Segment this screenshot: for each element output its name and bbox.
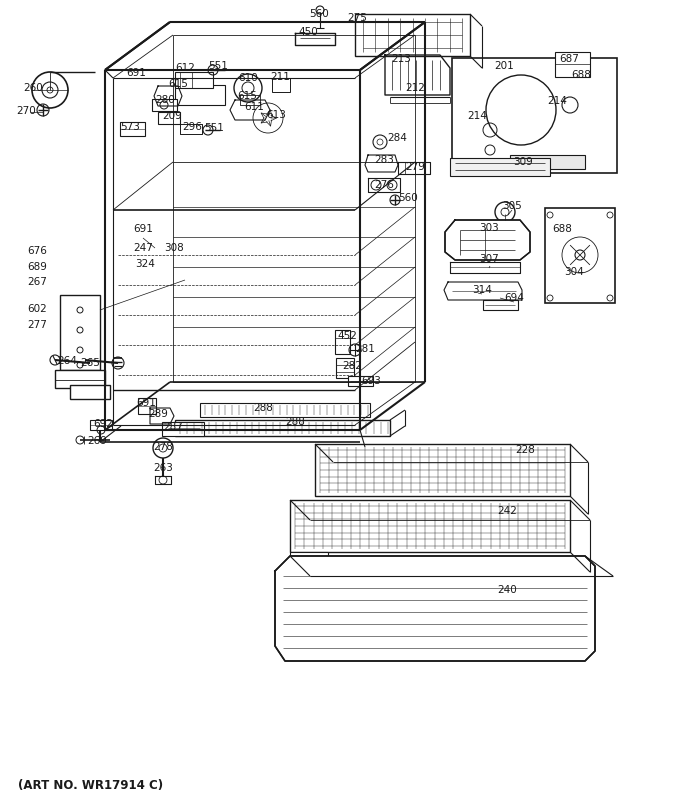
Text: 551: 551 xyxy=(208,61,228,71)
Text: 211: 211 xyxy=(270,72,290,82)
Text: 689: 689 xyxy=(27,262,47,272)
Text: 304: 304 xyxy=(564,267,584,277)
Text: 694: 694 xyxy=(504,293,524,303)
Text: 602: 602 xyxy=(27,304,47,314)
Bar xyxy=(452,58,617,173)
Text: 615: 615 xyxy=(168,79,188,89)
Bar xyxy=(290,552,328,562)
Text: 308: 308 xyxy=(164,243,184,253)
Bar xyxy=(315,444,570,496)
Text: 270: 270 xyxy=(16,106,36,116)
Bar xyxy=(60,295,100,370)
Text: 278: 278 xyxy=(153,442,173,452)
Polygon shape xyxy=(445,220,530,260)
Text: 324: 324 xyxy=(135,259,155,269)
Bar xyxy=(55,370,105,388)
Text: 265: 265 xyxy=(80,358,100,368)
Bar xyxy=(510,155,585,169)
Text: 267: 267 xyxy=(27,277,47,287)
Text: 303: 303 xyxy=(479,223,499,233)
Text: 276: 276 xyxy=(374,180,394,190)
Text: 263: 263 xyxy=(153,463,173,473)
Text: 288: 288 xyxy=(285,417,305,427)
Bar xyxy=(335,330,350,354)
Bar xyxy=(120,122,145,136)
Text: 277: 277 xyxy=(27,320,47,330)
Text: 214: 214 xyxy=(547,96,567,106)
Text: 691: 691 xyxy=(133,224,153,234)
Bar xyxy=(450,158,550,176)
Bar xyxy=(175,420,390,436)
Text: 305: 305 xyxy=(502,201,522,211)
Bar xyxy=(152,99,177,111)
Text: 560: 560 xyxy=(398,193,418,203)
Text: 296: 296 xyxy=(182,122,202,132)
Text: 275: 275 xyxy=(347,13,367,23)
Text: 282: 282 xyxy=(342,361,362,371)
Text: 314: 314 xyxy=(472,285,492,295)
Text: 309: 309 xyxy=(513,157,533,167)
Text: 688: 688 xyxy=(552,224,572,234)
Bar xyxy=(175,72,213,88)
Bar xyxy=(138,398,156,414)
Text: 240: 240 xyxy=(497,585,517,595)
Bar xyxy=(175,85,225,105)
Text: 615: 615 xyxy=(237,91,257,101)
Text: 691: 691 xyxy=(136,398,156,408)
Text: 289: 289 xyxy=(148,409,168,419)
Bar xyxy=(290,500,570,552)
Text: 279: 279 xyxy=(405,162,425,172)
Text: 281: 281 xyxy=(355,344,375,354)
Text: 287: 287 xyxy=(163,422,183,432)
Text: 452: 452 xyxy=(337,331,357,341)
Text: 242: 242 xyxy=(497,506,517,516)
Text: (ART NO. WR17914 C): (ART NO. WR17914 C) xyxy=(18,779,163,791)
Bar xyxy=(70,385,110,399)
Text: 201: 201 xyxy=(494,61,514,71)
Bar xyxy=(483,300,518,310)
Bar xyxy=(162,422,204,436)
Text: 212: 212 xyxy=(405,83,425,93)
Text: 228: 228 xyxy=(515,445,535,455)
Text: 280: 280 xyxy=(155,95,175,105)
Text: 692: 692 xyxy=(93,419,113,429)
Bar xyxy=(272,78,290,92)
Text: 693: 693 xyxy=(361,376,381,386)
Text: 612: 612 xyxy=(175,63,195,73)
Text: 573: 573 xyxy=(120,122,140,132)
Bar xyxy=(200,403,370,417)
Text: 247: 247 xyxy=(133,243,153,253)
Text: 283: 283 xyxy=(374,155,394,165)
Bar xyxy=(555,52,590,77)
Text: 214: 214 xyxy=(467,111,487,121)
Bar xyxy=(90,420,112,430)
Text: 269: 269 xyxy=(87,436,107,446)
Text: 687: 687 xyxy=(559,54,579,64)
Text: 213: 213 xyxy=(391,54,411,64)
Text: 551: 551 xyxy=(204,123,224,133)
Text: 560: 560 xyxy=(309,9,329,19)
Bar xyxy=(336,358,354,378)
Text: 264: 264 xyxy=(57,356,77,366)
Text: 613: 613 xyxy=(266,110,286,120)
Text: 691: 691 xyxy=(126,68,146,78)
Text: 676: 676 xyxy=(27,246,47,256)
Text: 284: 284 xyxy=(387,133,407,143)
Text: 610: 610 xyxy=(238,73,258,83)
Text: 688: 688 xyxy=(571,70,591,80)
Text: 209: 209 xyxy=(162,111,182,121)
Bar xyxy=(158,112,180,124)
Bar xyxy=(545,208,615,303)
Text: 288: 288 xyxy=(253,403,273,413)
Bar xyxy=(355,14,470,56)
Bar xyxy=(348,376,373,386)
Text: 307: 307 xyxy=(479,254,499,264)
Text: 450: 450 xyxy=(298,27,318,37)
Text: 260: 260 xyxy=(23,83,43,93)
Polygon shape xyxy=(275,556,595,661)
Text: 611: 611 xyxy=(244,102,264,112)
